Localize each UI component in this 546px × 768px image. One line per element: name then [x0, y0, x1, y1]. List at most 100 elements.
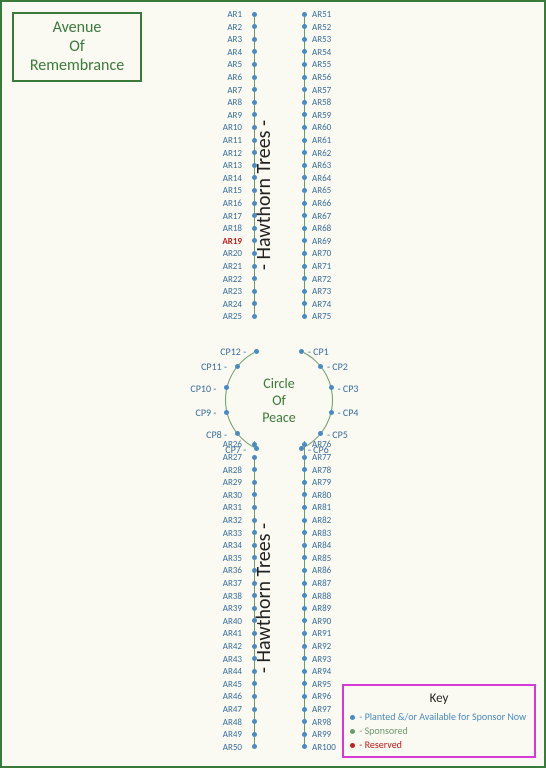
title-line3: Remembrance: [22, 56, 132, 75]
tree-dot: [302, 505, 307, 510]
key-dot: [350, 743, 355, 748]
tree-dot: [302, 125, 307, 130]
tree-dot: [252, 49, 257, 54]
title-box: Avenue Of Remembrance: [12, 12, 142, 82]
tree-dot: [302, 593, 307, 598]
key-row: - Sponsored: [350, 724, 528, 738]
tree-dot: [302, 12, 307, 17]
tree-dot: [252, 467, 257, 472]
tree-label: AR40: [223, 616, 242, 627]
tree-dot: [252, 744, 257, 749]
key-dot: [350, 715, 355, 720]
cp-label: - CP3: [338, 382, 359, 395]
tree-label: AR25: [223, 311, 242, 322]
tree-dot: [235, 364, 240, 369]
tree-dot: [302, 480, 307, 485]
tree-label: AR50: [223, 742, 242, 753]
tree-label: AR23: [223, 286, 242, 297]
tree-label: AR46: [223, 691, 242, 702]
tree-dot: [252, 314, 257, 319]
tree-dot: [252, 581, 257, 586]
tree-label: AR63: [312, 160, 331, 171]
tree-label: AR43: [223, 654, 242, 665]
tree-label: AR58: [312, 97, 331, 108]
key-label: - Sponsored: [357, 724, 408, 737]
tree-label: AR61: [312, 135, 331, 146]
tree-label: AR97: [312, 704, 331, 715]
tree-dot: [302, 568, 307, 573]
tree-label: AR20: [223, 248, 242, 259]
tree-dot: [302, 606, 307, 611]
cp-label: - CP5: [327, 428, 348, 441]
tree-dot: [318, 431, 323, 436]
tree-label: AR11: [223, 135, 242, 146]
tree-label: AR86: [312, 565, 331, 576]
tree-label: AR72: [312, 274, 331, 285]
hawthorn-label-top: - Hawthorn Trees -: [252, 120, 276, 270]
tree-dot: [252, 732, 257, 737]
tree-dot: [252, 100, 257, 105]
tree-dot: [252, 112, 257, 117]
key-row: - Planted &/or Available for Sponsor Now: [350, 710, 528, 724]
tree-dot: [302, 37, 307, 42]
tree-dot: [302, 656, 307, 661]
tree-dot: [302, 87, 307, 92]
circle-mask: [254, 344, 304, 358]
tree-label: AR60: [312, 122, 331, 133]
tree-label: AR1: [227, 9, 242, 20]
tree-dot: [252, 656, 257, 661]
tree-label: AR6: [227, 72, 242, 83]
tree-label: AR59: [312, 110, 331, 121]
tree-dot: [302, 138, 307, 143]
tree-label: AR44: [223, 666, 242, 677]
tree-label: AR51: [312, 9, 331, 20]
key-title: Key: [350, 690, 528, 708]
tree-label: AR13: [223, 160, 242, 171]
tree-dot: [252, 251, 257, 256]
tree-dot: [252, 125, 257, 130]
tree-label: AR98: [312, 717, 331, 728]
tree-label: AR70: [312, 248, 331, 259]
tree-dot: [252, 264, 257, 269]
tree-label: AR73: [312, 286, 331, 297]
tree-dot: [302, 150, 307, 155]
cp-label: - CP2: [327, 360, 348, 373]
tree-dot: [329, 385, 334, 390]
tree-label: AR53: [312, 34, 331, 45]
tree-label: AR16: [223, 198, 242, 209]
tree-dot: [302, 518, 307, 523]
tree-dot: [302, 644, 307, 649]
tree-label: AR21: [223, 261, 242, 272]
tree-dot: [252, 568, 257, 573]
tree-label: AR84: [312, 540, 331, 551]
key-label: - Reserved: [357, 738, 402, 751]
tree-label: AR30: [223, 490, 242, 501]
tree-dot: [254, 349, 259, 354]
tree-dot: [252, 12, 257, 17]
circle-line3: Peace: [239, 410, 319, 427]
tree-label: AR42: [223, 641, 242, 652]
cp-label: CP7 -: [225, 443, 246, 456]
cp-label: CP12 -: [220, 345, 246, 358]
tree-dot: [252, 62, 257, 67]
tree-label: AR71: [312, 261, 331, 272]
tree-label: AR12: [223, 148, 242, 159]
tree-label: AR31: [223, 502, 242, 513]
tree-label: AR100: [312, 742, 336, 753]
tree-dot: [252, 593, 257, 598]
tree-label: AR99: [312, 729, 331, 740]
tree-label: AR87: [312, 578, 331, 589]
tree-dot: [252, 301, 257, 306]
tree-dot: [252, 618, 257, 623]
tree-dot: [329, 410, 334, 415]
tree-dot: [252, 37, 257, 42]
tree-dot: [302, 719, 307, 724]
tree-label: AR81: [312, 502, 331, 513]
tree-dot: [302, 251, 307, 256]
tree-label: AR33: [223, 528, 242, 539]
tree-dot: [252, 213, 257, 218]
tree-dot: [252, 505, 257, 510]
tree-dot: [252, 455, 257, 460]
tree-label: AR37: [223, 578, 242, 589]
tree-label: AR19: [222, 236, 242, 247]
